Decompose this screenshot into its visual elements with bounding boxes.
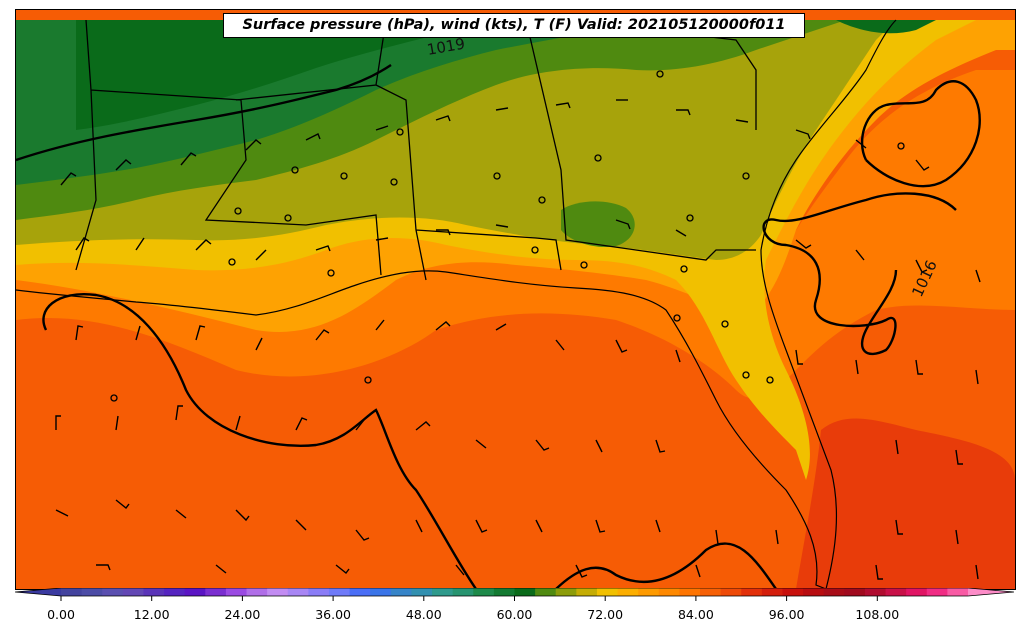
colorbar-segment <box>741 588 763 596</box>
colorbar-segment <box>596 588 619 596</box>
temperature-colorbar <box>15 588 1014 601</box>
colorbar-segment <box>267 588 289 596</box>
colorbar-segment <box>122 588 144 596</box>
colorbar-segment <box>164 588 186 596</box>
colorbar-segment <box>349 588 371 596</box>
colorbar-tick-label: 48.00 <box>405 607 442 622</box>
colorbar-tick-label: 12.00 <box>133 607 170 622</box>
colorbar-segment <box>906 588 928 596</box>
colorbar-segment <box>308 588 330 596</box>
colorbar-tick-label: 36.00 <box>315 607 351 622</box>
colorbar-segment <box>926 588 948 596</box>
map-panel: 1019 1016 <box>15 9 1016 590</box>
colorbar-segment <box>432 588 454 596</box>
colorbar-segment <box>390 588 412 596</box>
colorbar-over-arrow <box>968 588 1014 596</box>
colorbar-tick-label: 72.00 <box>587 607 624 622</box>
colorbar-segment <box>452 588 474 596</box>
colorbar-segment <box>184 588 206 596</box>
colorbar-tick-label: 60.00 <box>496 607 533 622</box>
colorbar-segment <box>885 588 907 596</box>
colorbar-segment <box>287 588 309 596</box>
colorbar-segment <box>555 588 577 596</box>
colorbar-segment <box>514 588 536 596</box>
colorbar-segment <box>225 588 248 596</box>
colorbar-tick-label: 108.00 <box>855 607 900 622</box>
fill-dark-green-ne <box>836 20 936 34</box>
colorbar-segment <box>246 588 268 596</box>
colorbar-segment <box>576 588 598 596</box>
colorbar-tick-label: 84.00 <box>677 607 714 622</box>
state-boundaries <box>75 19 757 281</box>
colorbar-segment <box>370 588 392 596</box>
colorbar-segment <box>947 588 969 596</box>
isobar-1016-south <box>42 293 777 589</box>
colorbar-segment <box>535 588 557 596</box>
colorbar-segment <box>81 588 103 596</box>
colorbar-segment <box>328 588 351 596</box>
temperature-map: 1019 1016 <box>16 10 1015 589</box>
colorbar-segment <box>493 588 515 596</box>
wind-barbs <box>55 99 981 580</box>
colorbar-segment <box>679 588 701 596</box>
colorbar-segment <box>720 588 742 596</box>
fill-red-orange-atlantic <box>796 418 1015 589</box>
colorbar-tick-label: 24.00 <box>224 607 261 622</box>
colorbar-segment <box>638 588 660 596</box>
colorbar-segment <box>61 588 83 596</box>
colorbar-segment <box>864 588 887 596</box>
colorbar-segment <box>700 588 722 596</box>
isobar-1016-east <box>762 80 981 356</box>
colorbar-segment <box>844 588 866 596</box>
colorbar-segment <box>617 588 639 596</box>
station-markers <box>110 70 905 402</box>
colorbar-segment <box>473 588 495 596</box>
colorbar-segment <box>205 588 227 596</box>
colorbar-segment <box>658 588 680 596</box>
colorbar-segment <box>823 588 845 596</box>
colorbar-segment <box>143 588 165 596</box>
colorbar-segment <box>761 588 783 596</box>
colorbar-tick-label: 96.00 <box>768 607 805 622</box>
isobar-1019 <box>16 64 392 162</box>
colorbar-segment <box>782 588 804 596</box>
colorbar-under-arrow <box>15 588 61 596</box>
map-title: Surface pressure (hPa), wind (kts), T (F… <box>223 13 805 38</box>
colorbar-segment <box>803 588 825 596</box>
fill-dark-green-band <box>76 20 476 130</box>
fill-olive-patch-sc <box>561 201 635 248</box>
colorbar-segment <box>411 588 433 596</box>
colorbar-tick-label: 0.00 <box>47 607 75 622</box>
colorbar-segment <box>102 588 124 596</box>
